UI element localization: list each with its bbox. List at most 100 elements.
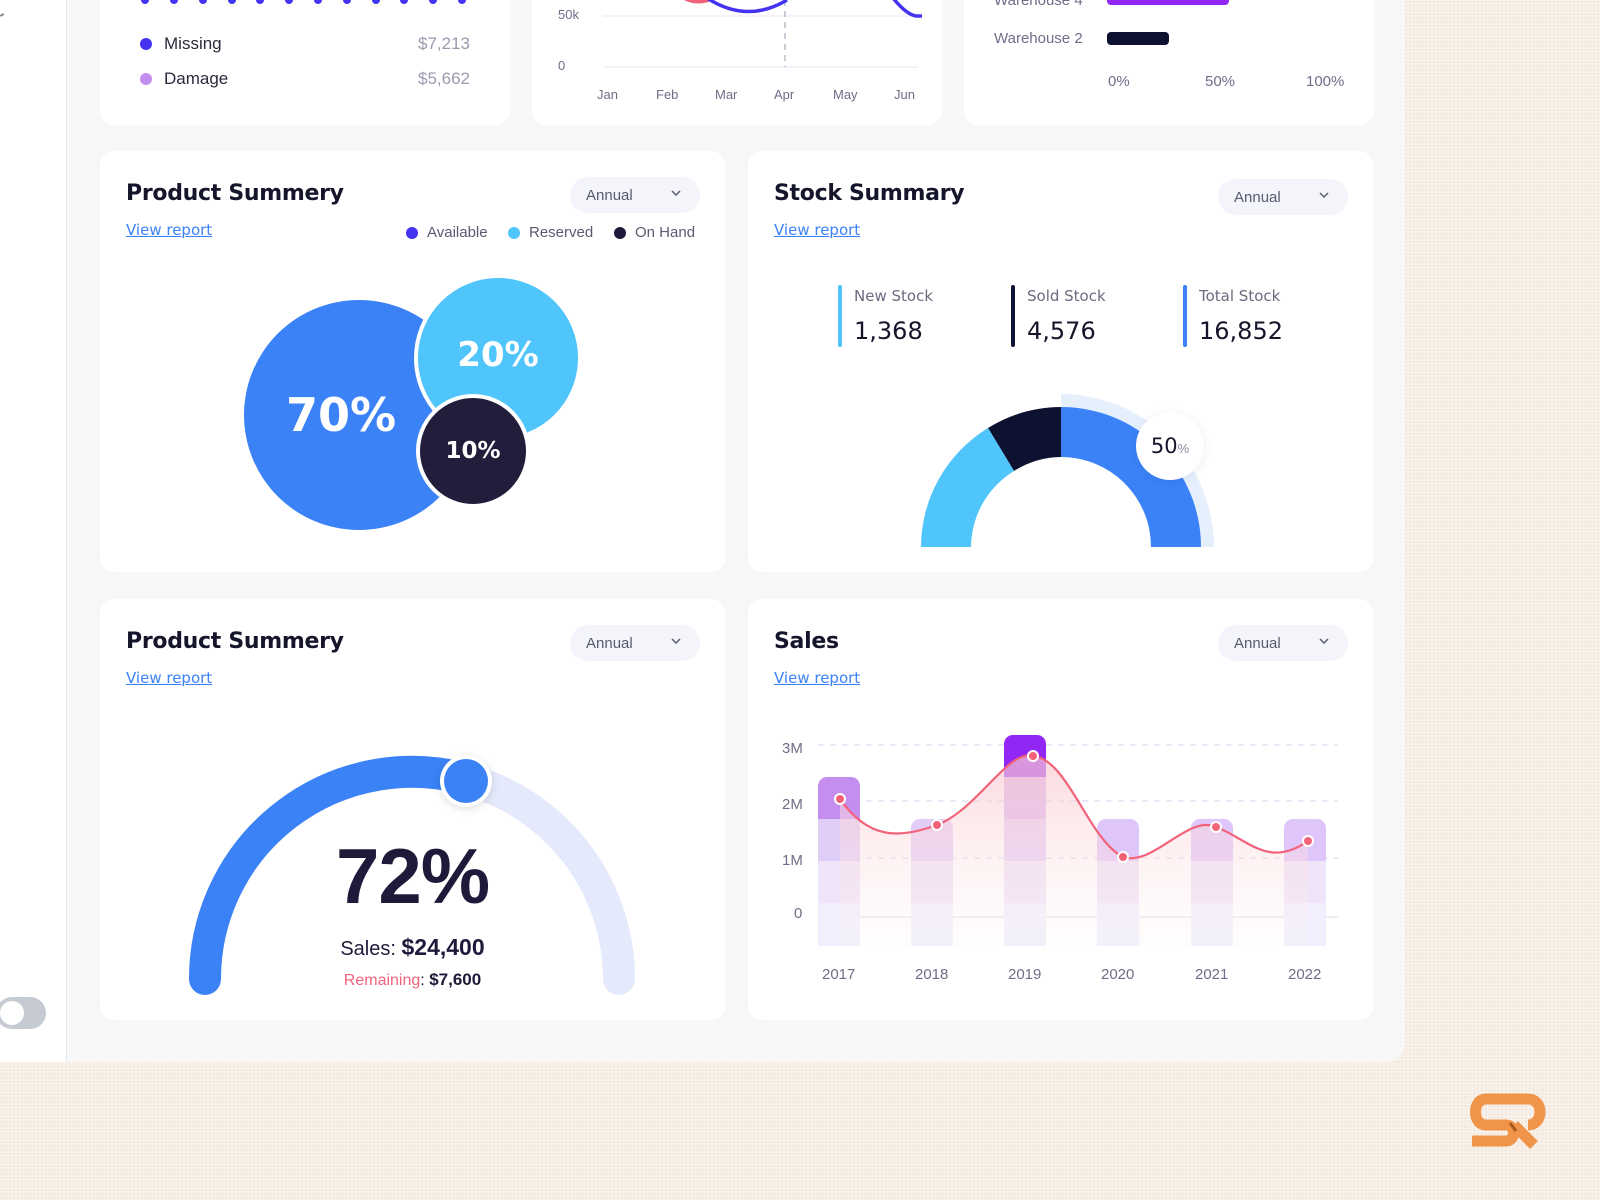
chevron-down-icon bbox=[1319, 192, 1329, 199]
toggle-knob bbox=[0, 1001, 24, 1025]
x-tick-apr: Apr bbox=[774, 87, 795, 102]
legend-missing-label: Missing bbox=[164, 34, 222, 53]
missing-dot-icon bbox=[140, 38, 152, 50]
x-tick-0pct: 0% bbox=[1108, 73, 1130, 90]
warehouse-4-bar bbox=[1107, 0, 1229, 5]
x-tick-2022: 2022 bbox=[1288, 966, 1322, 983]
view-report-link[interactable]: View report bbox=[774, 669, 861, 687]
product-sales-gauge-card: Product Summery View report Annual 72% S… bbox=[100, 599, 725, 1020]
x-tick-2019: 2019 bbox=[1008, 966, 1042, 983]
bubble-available-label: 70% bbox=[285, 388, 397, 442]
stat-bar bbox=[1183, 285, 1187, 347]
x-tick-2018: 2018 bbox=[915, 966, 949, 983]
warehouse-4-label: Warehouse 4 bbox=[994, 0, 1083, 9]
sidebar-arrow-fragment bbox=[0, 13, 5, 17]
product-summary-card: Product Summery View report Annual Avail… bbox=[100, 151, 725, 572]
chevron-down-icon bbox=[671, 638, 681, 645]
y-tick-2m: 2M bbox=[782, 796, 803, 813]
sales-label: Sales: bbox=[340, 938, 396, 960]
view-report-link[interactable]: View report bbox=[126, 669, 213, 687]
period-dropdown-value: Annual bbox=[586, 634, 633, 652]
period-dropdown[interactable]: Annual bbox=[570, 177, 700, 213]
reserved-dot-icon bbox=[508, 226, 520, 239]
stat-bar bbox=[1011, 285, 1015, 347]
x-tick-jun: Jun bbox=[894, 87, 915, 102]
card-title: Product Summery bbox=[126, 181, 344, 206]
x-tick-2017: 2017 bbox=[822, 966, 856, 983]
bubble-on-hand-label: 10% bbox=[445, 438, 501, 464]
view-report-link[interactable]: View report bbox=[126, 221, 213, 239]
card-title: Stock Summary bbox=[774, 181, 965, 206]
legend-on-hand-label: On Hand bbox=[635, 224, 696, 241]
gauge-badge: 50% bbox=[1136, 412, 1204, 480]
y-tick-50k: 50k bbox=[558, 7, 579, 22]
card-title: Sales bbox=[774, 629, 839, 654]
brand-logo-icon bbox=[1470, 1093, 1546, 1149]
warehouse-2-bar bbox=[1107, 32, 1169, 45]
x-tick-2021: 2021 bbox=[1195, 966, 1229, 983]
x-tick-feb: Feb bbox=[656, 87, 679, 102]
stat-label: Sold Stock bbox=[1027, 287, 1106, 305]
stat-bar bbox=[838, 285, 842, 347]
stat-sold-stock: Sold Stock 4,576 bbox=[1011, 285, 1106, 347]
remaining-colon: : bbox=[420, 972, 425, 989]
theme-toggle[interactable] bbox=[0, 997, 46, 1029]
stat-total-stock: Total Stock 16,852 bbox=[1183, 285, 1283, 347]
period-dropdown-value: Annual bbox=[1234, 634, 1281, 652]
x-tick-jan: Jan bbox=[597, 87, 618, 102]
gauge-percent: 72% bbox=[335, 832, 490, 920]
bubble-on-hand: 10% bbox=[416, 394, 530, 508]
missing-value: $7,213 bbox=[418, 34, 470, 53]
chevron-down-icon bbox=[671, 190, 681, 197]
sales-value: $24,400 bbox=[401, 934, 485, 960]
stock-half-donut bbox=[921, 394, 1214, 547]
y-tick-3m: 3M bbox=[782, 740, 803, 757]
period-dropdown[interactable]: Annual bbox=[570, 625, 700, 661]
dotted-progress-line bbox=[141, 0, 466, 4]
stat-value: 4,576 bbox=[1027, 317, 1096, 345]
legend-on-hand: On Hand bbox=[614, 224, 695, 241]
gauge-badge-value: 50 bbox=[1150, 434, 1178, 458]
legend-reserved-label: Reserved bbox=[529, 224, 594, 241]
stat-value: 16,852 bbox=[1199, 317, 1283, 345]
bubble-reserved-label: 20% bbox=[457, 335, 539, 375]
on-hand-dot-icon bbox=[614, 226, 626, 239]
warehouse-2-label: Warehouse 2 bbox=[994, 30, 1083, 47]
sales-line: Sales: $24,400 bbox=[100, 934, 725, 961]
legend-damage: Damage bbox=[140, 69, 228, 89]
remaining-value: $7,600 bbox=[429, 970, 482, 989]
x-tick-100pct: 100% bbox=[1306, 73, 1345, 90]
warehouse-card: Warehouse 4 Warehouse 2 0% 50% 100% bbox=[964, 0, 1374, 125]
view-report-link[interactable]: View report bbox=[774, 221, 861, 239]
legend-reserved: Reserved bbox=[508, 224, 593, 241]
damage-value: $5,662 bbox=[418, 69, 470, 88]
sales-card: Sales View report Annual 3M 2M 1M 0 bbox=[748, 599, 1373, 1020]
remaining-line: Remaining: $7,600 bbox=[100, 970, 725, 990]
stat-new-stock: New Stock 1,368 bbox=[838, 285, 933, 347]
stat-label: New Stock bbox=[854, 287, 933, 305]
y-tick-0: 0 bbox=[558, 58, 566, 73]
legend-available: Available bbox=[406, 224, 488, 241]
y-tick-1m: 1M bbox=[782, 852, 803, 869]
period-dropdown-value: Annual bbox=[1234, 188, 1281, 206]
sales-chart bbox=[818, 735, 1338, 946]
line-chart bbox=[603, 0, 922, 68]
x-tick-mar: Mar bbox=[715, 87, 738, 102]
y-tick-0: 0 bbox=[794, 905, 803, 922]
period-dropdown[interactable]: Annual bbox=[1218, 179, 1348, 215]
period-dropdown-value: Annual bbox=[586, 186, 633, 204]
sales-gauge bbox=[189, 755, 635, 995]
dashboard-window: Missing $7,213 Damage $5,662 50k 0 Jan F… bbox=[0, 0, 1405, 1062]
stock-summary-card: Stock Summary View report Annual New Sto… bbox=[748, 151, 1373, 572]
card-title: Product Summery bbox=[126, 629, 344, 654]
line-chart-card: 50k 0 Jan Feb Mar Apr May Jun bbox=[532, 0, 942, 125]
stat-value: 1,368 bbox=[854, 317, 923, 345]
remaining-label: Remaining bbox=[343, 972, 421, 989]
legend-missing: Missing bbox=[140, 34, 222, 54]
loss-card: Missing $7,213 Damage $5,662 bbox=[100, 0, 510, 125]
x-tick-2020: 2020 bbox=[1101, 966, 1135, 983]
period-dropdown[interactable]: Annual bbox=[1218, 625, 1348, 661]
available-dot-icon bbox=[406, 226, 418, 239]
legend-available-label: Available bbox=[427, 224, 488, 241]
stat-label: Total Stock bbox=[1199, 287, 1281, 305]
